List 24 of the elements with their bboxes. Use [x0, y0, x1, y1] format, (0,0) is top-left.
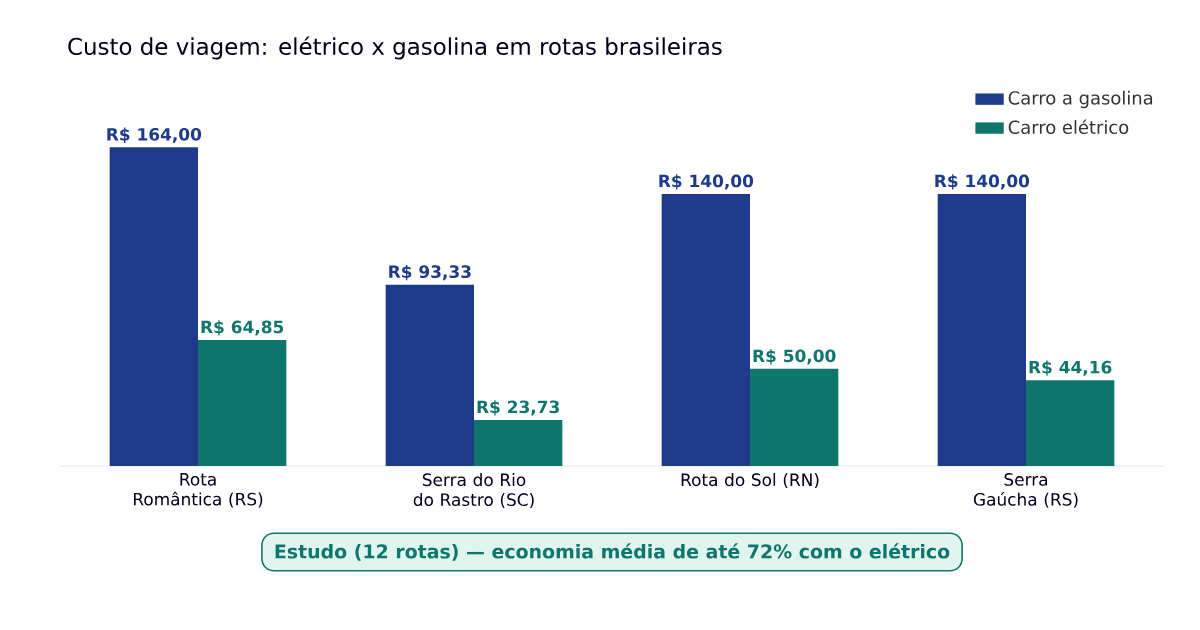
bar	[385, 284, 474, 466]
data-label: R$ 23,73	[477, 400, 559, 416]
x-tick-label: Serra Gaúcha (RS)	[973, 473, 1078, 508]
bar	[1026, 380, 1115, 466]
bar	[474, 419, 563, 466]
bar	[109, 147, 198, 466]
data-label: R$ 140,00	[659, 174, 754, 190]
data-label: R$ 140,00	[935, 174, 1030, 190]
bar	[198, 340, 287, 466]
legend-label: Carro elétrico	[1008, 119, 1129, 135]
x-tick-label: Serra do Rio do Rastro (SC)	[413, 473, 534, 509]
data-label: R$ 164,00	[107, 127, 202, 143]
data-label: R$ 93,33	[389, 264, 471, 281]
text: Estudo (12 rotas) — economia média de até 72% com o elétrico	[275, 543, 950, 561]
bar	[661, 193, 750, 466]
x-tick-label: Rota do Sol (RN)	[681, 473, 819, 489]
data-label: R$ 50,00	[753, 349, 836, 365]
legend-label: Carro a gasolina	[1008, 90, 1153, 109]
bar	[750, 368, 839, 466]
chart-title: Custo de viagem: elétrico x gasolina em rotas brasileiras	[68, 36, 722, 60]
x-tick-label: Rota Romântica (RS)	[133, 473, 263, 508]
bar	[937, 193, 1026, 466]
data-label: R$ 64,85	[201, 320, 284, 336]
data-label: R$ 44,16	[1029, 360, 1112, 376]
